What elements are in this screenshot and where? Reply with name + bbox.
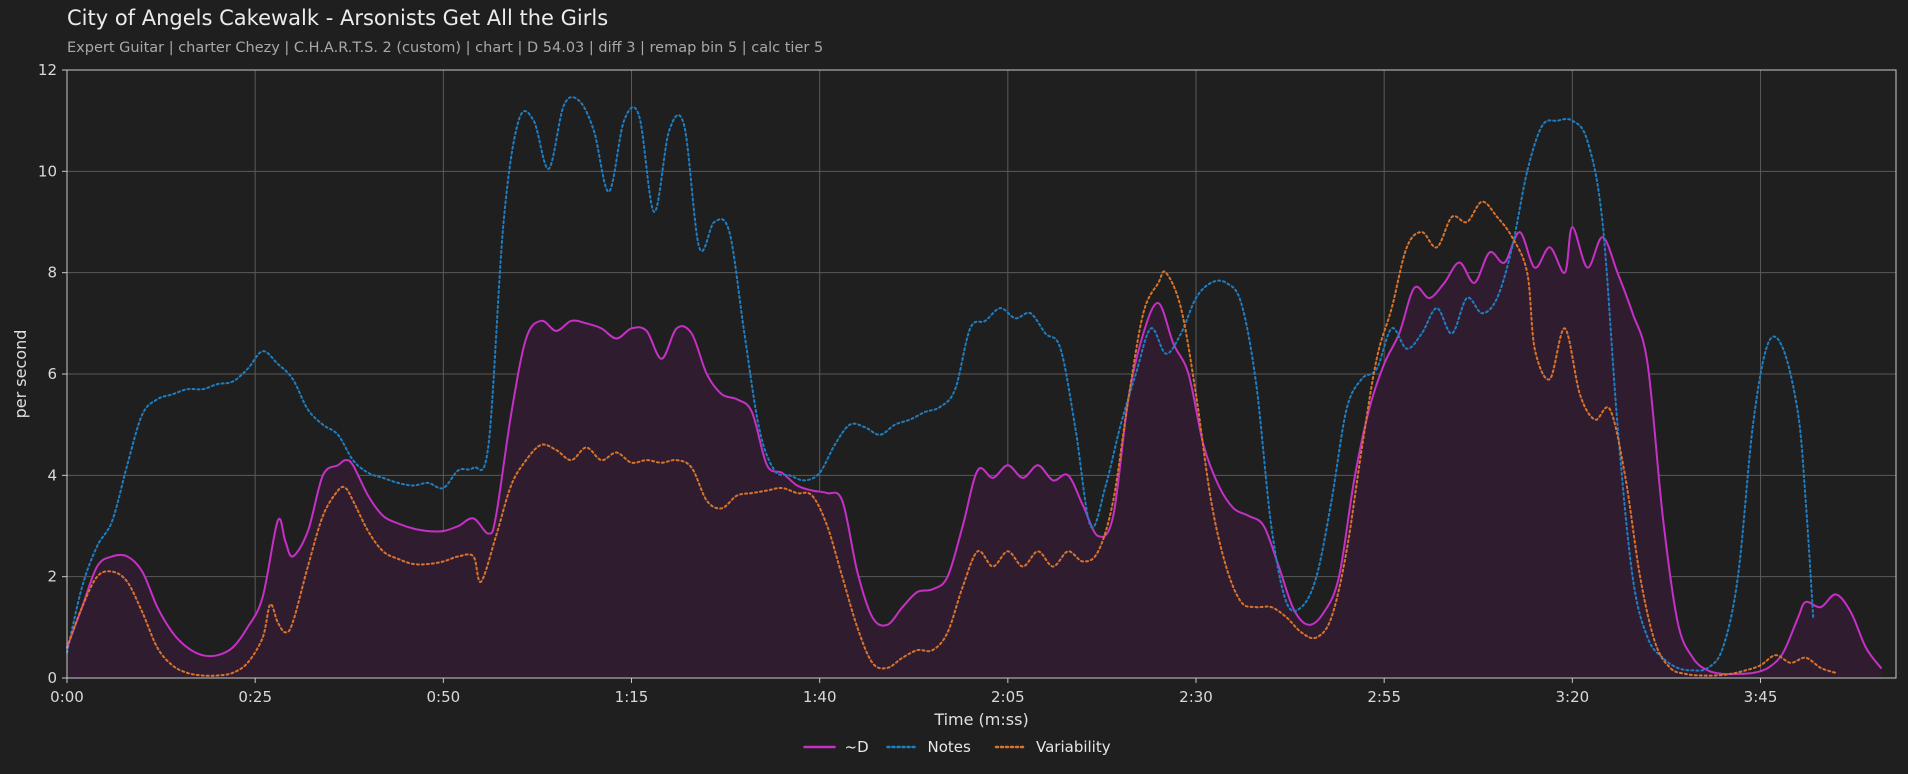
legend-item-notes: Notes: [886, 738, 972, 756]
y-tick-label: 0: [47, 669, 57, 687]
legend-item-variability: Variability: [994, 738, 1111, 756]
x-axis-label: Time (m:ss): [933, 710, 1028, 729]
legend-item-d: ~D: [803, 738, 869, 756]
y-tick-label: 4: [47, 466, 57, 484]
series-fill-d: [67, 227, 1881, 678]
series-lines: [66, 96, 1882, 677]
series-line-notes: [66, 96, 1815, 672]
chart-subtitle: Expert Guitar | charter Chezy | C.H.A.R.…: [67, 40, 824, 56]
x-tick-label: 3:45: [1744, 688, 1778, 706]
x-tick-label: 0:50: [426, 688, 460, 706]
series-line-variability: [66, 200, 1837, 677]
legend-label: Variability: [1036, 738, 1111, 756]
legend-label: ~D: [845, 738, 869, 756]
series-fills: [67, 227, 1881, 678]
legend: ~D Notes Variability: [803, 738, 1111, 756]
legend-label: Notes: [928, 738, 972, 756]
x-tick-label: 2:55: [1367, 688, 1401, 706]
y-tick-label: 10: [38, 162, 57, 180]
x-tick-label: 2:30: [1179, 688, 1213, 706]
y-tick-label: 6: [47, 365, 57, 383]
y-axis-ticks: 0 2 4 6 8 10 12: [38, 61, 67, 687]
y-tick-label: 12: [38, 61, 57, 79]
series-line-d: [66, 226, 1882, 676]
x-tick-label: 0:25: [238, 688, 272, 706]
x-tick-label: 3:20: [1556, 688, 1590, 706]
x-tick-label: 0:00: [50, 688, 84, 706]
x-axis-ticks: 0:00 0:25 0:50 1:15 1:40 2:05 2:30 2:55 3:20 3:45: [50, 678, 1777, 706]
x-tick-label: 2:05: [991, 688, 1025, 706]
x-tick-label: 1:15: [615, 688, 649, 706]
y-tick-label: 2: [47, 568, 57, 586]
x-tick-label: 1:40: [803, 688, 837, 706]
y-axis-label: per second: [11, 330, 30, 419]
chart-title: City of Angels Cakewalk - Arsonists Get …: [67, 6, 609, 30]
y-tick-label: 8: [47, 264, 57, 282]
